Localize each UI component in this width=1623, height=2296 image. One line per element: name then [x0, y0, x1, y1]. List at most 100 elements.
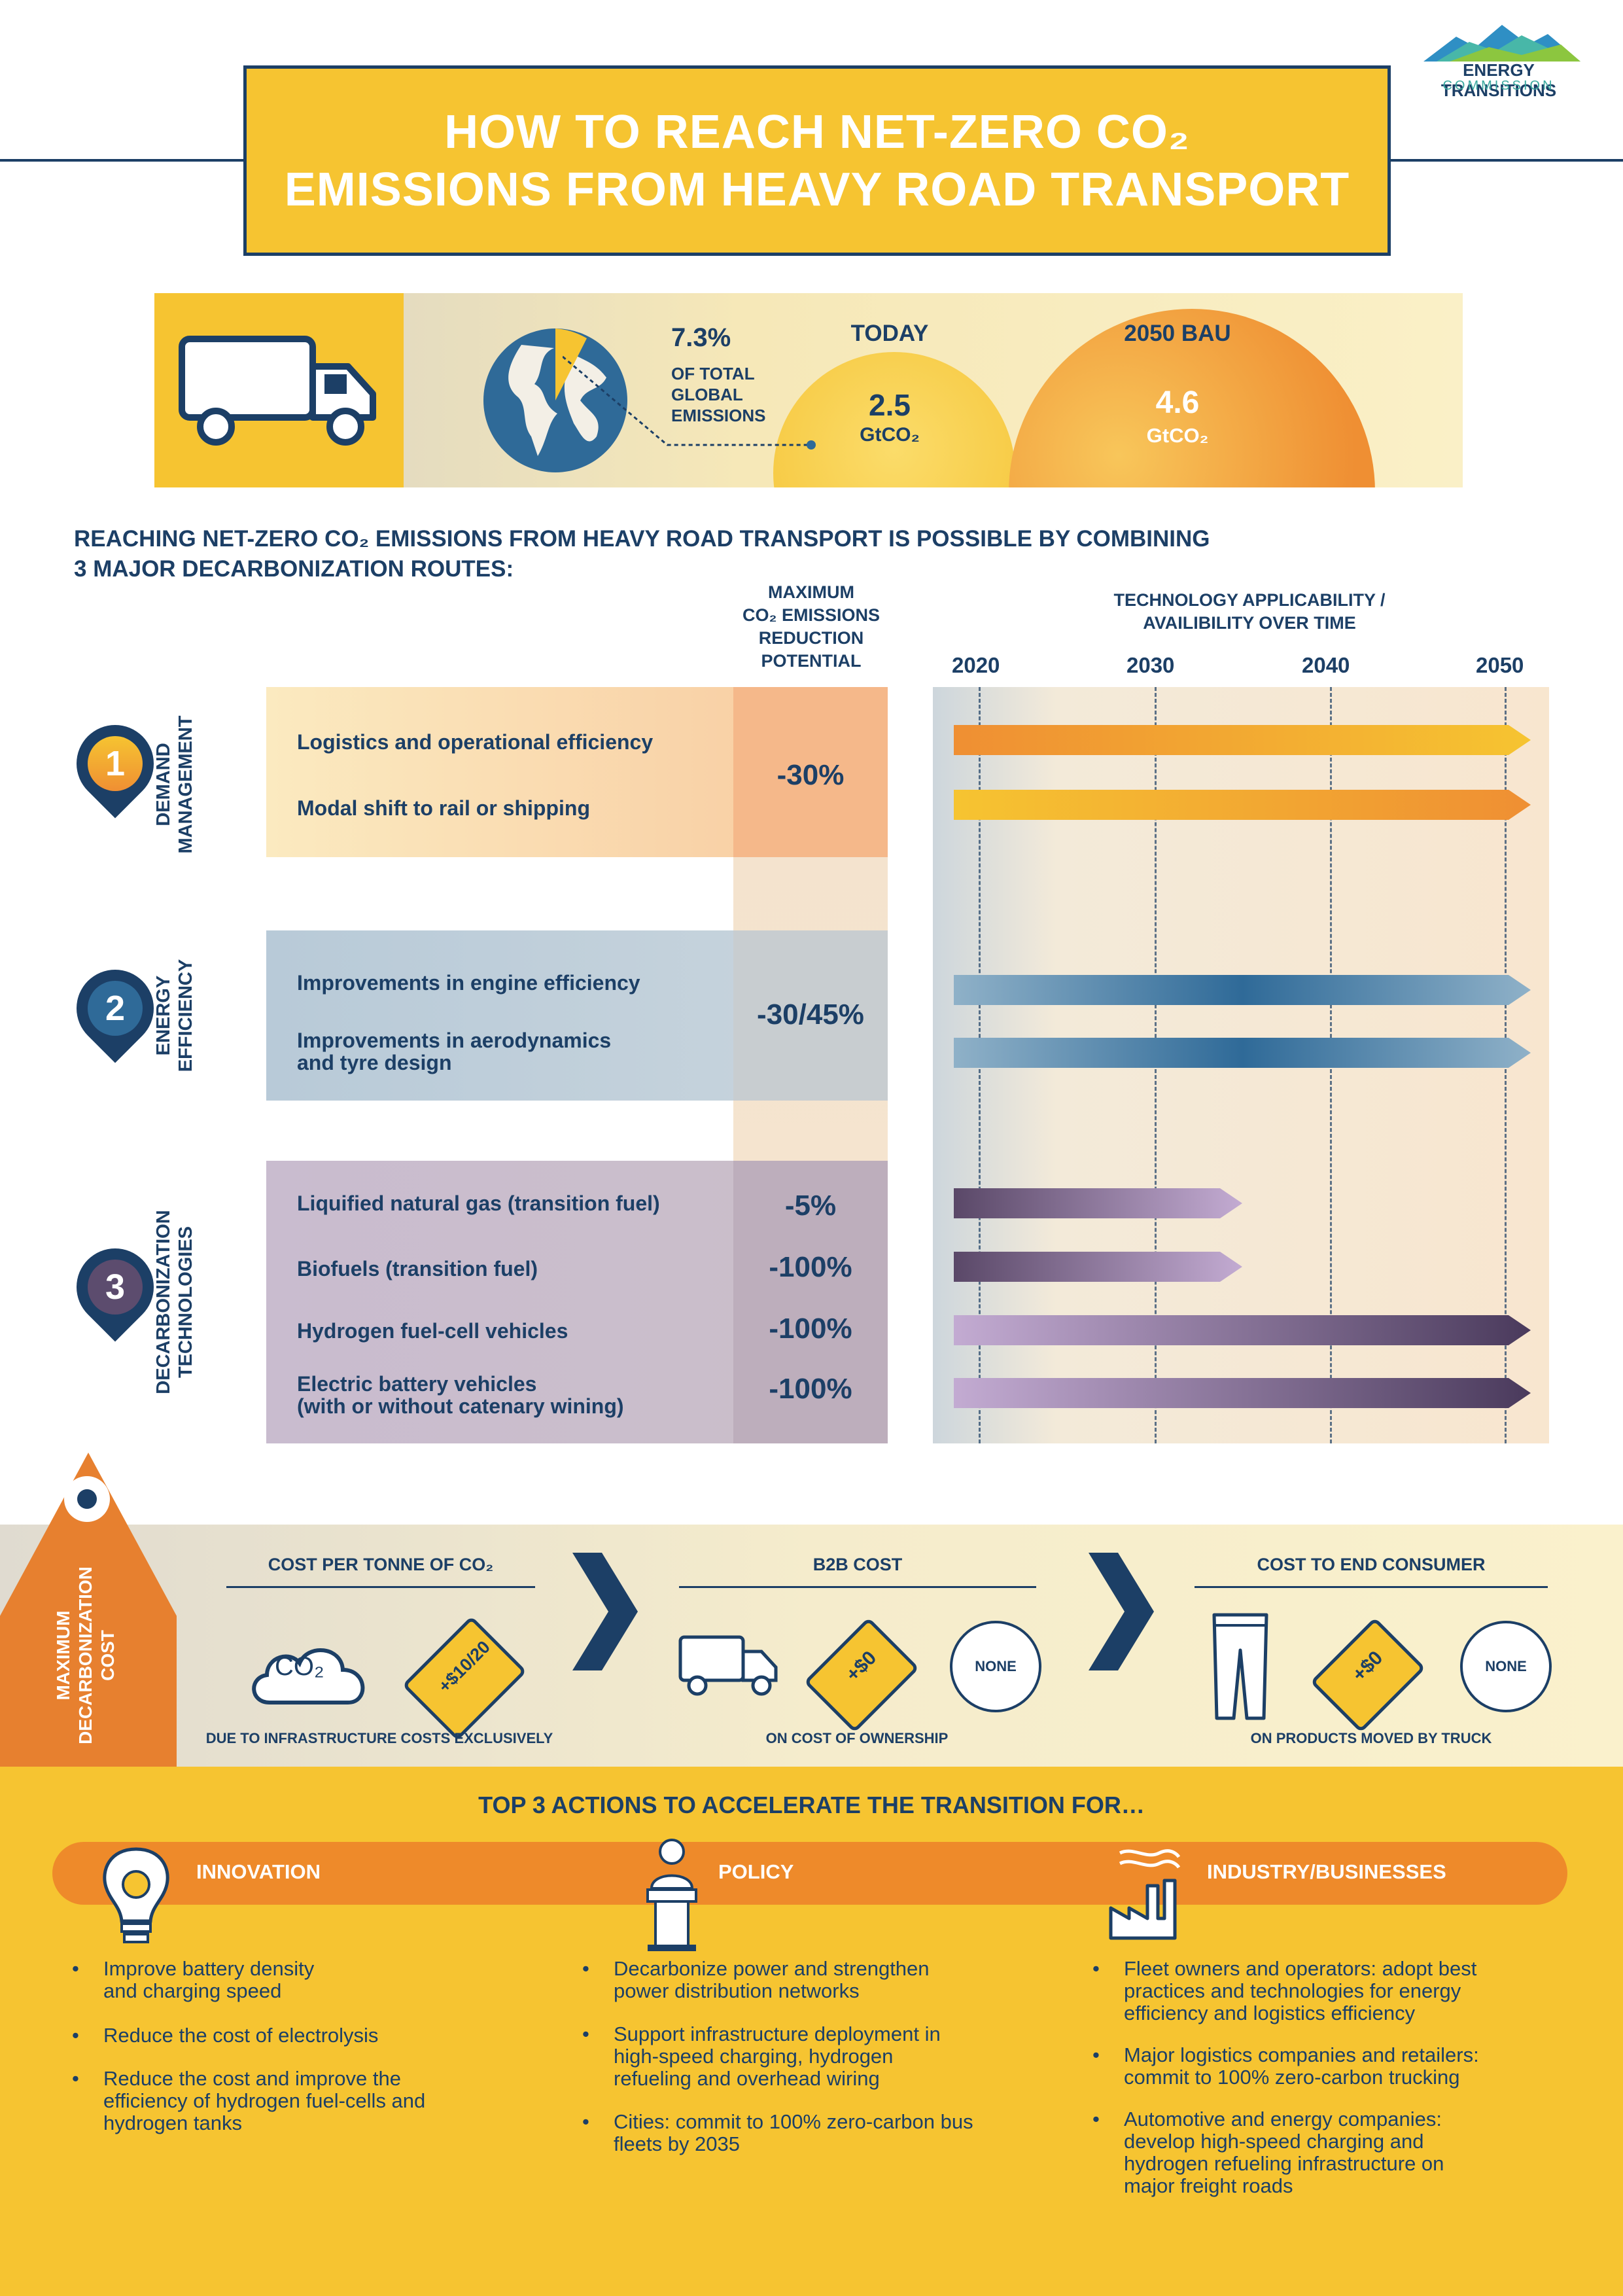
route-3-name-line-2: TECHNOLOGIES [175, 1226, 196, 1379]
route-1-name-line-2: MANAGEMENT [175, 715, 196, 854]
co2-cloud-icon [252, 1648, 365, 1704]
jeans-icon [1212, 1613, 1268, 1720]
route-3-item-1-label: Liquified natural gas (transition fuel) [297, 1192, 660, 1215]
route-3-item-4-bar [954, 1378, 1531, 1408]
truck-icon [179, 336, 376, 446]
today-unit: GtCO₂ [860, 424, 920, 446]
consumer-footnote: ON PRODUCTS MOVED BY TRUCK [1250, 1730, 1492, 1746]
innovation-bullet-2-line-1: Reduce the cost of electrolysis [103, 2024, 379, 2047]
year-2040: 2040 [1302, 653, 1350, 677]
industry-label: INDUSTRY/BUSINESSES [1207, 1860, 1446, 1883]
route-3-item-3-bar [954, 1315, 1531, 1345]
route-3-item-2-label: Biofuels (transition fuel) [297, 1257, 538, 1280]
route-2-item-2-line-1: Improvements in aerodynamics [297, 1029, 612, 1052]
route-1-potential: -30% [777, 759, 845, 791]
policy-bullet-1-line-1: Decarbonize power and strengthen [614, 1957, 930, 1980]
industry-bullet-2-line-1: Major logistics companies and retailers: [1124, 2043, 1479, 2066]
headline-line-1: REACHING NET-ZERO CO₂ EMISSIONS FROM HEA… [74, 526, 1210, 552]
route-2-name: ENERGY EFFICIENCY [152, 957, 201, 1074]
route-3-item-4-label: Electric battery vehicles (with or witho… [297, 1373, 624, 1417]
route-3-number: 3 [88, 1260, 143, 1315]
b2b-footnote: ON COST OF OWNERSHIP [765, 1730, 949, 1746]
truck-icon [678, 1635, 778, 1696]
today-label: TODAY [850, 321, 929, 346]
title-rule-right [1391, 159, 1623, 162]
policy-bullet-1: Decarbonize power and strengthen power d… [582, 1957, 930, 2002]
co2-cloud-label: CO₂ [275, 1652, 324, 1681]
route-3-item-1-bar [954, 1188, 1242, 1218]
potential-header-4: POTENTIAL [761, 651, 862, 671]
route-3-name: DECARBONIZATION TECHNOLOGIES [152, 1204, 201, 1400]
potential-header-1: MAXIMUM [768, 582, 854, 602]
factory-icon [1109, 1849, 1181, 1940]
policy-bullet-3: Cities: commit to 100% zero-carbon bus f… [582, 2111, 973, 2155]
bau-value: 4.6 [1155, 385, 1200, 420]
logo-name: ENERGY TRANSITIONS [1440, 60, 1557, 100]
b2b-none-badge: NONE [950, 1621, 1041, 1712]
logo-subtitle: COMMISSION [1442, 79, 1555, 93]
consumer-title: COST TO END CONSUMER [1257, 1555, 1486, 1574]
bau-label: 2050 BAU [1124, 321, 1231, 346]
innovation-bullet-1: Improve battery density and charging spe… [72, 1957, 315, 2002]
route-2-name-line-1: ENERGY [153, 975, 174, 1056]
share-percent: 7.3% [671, 323, 731, 352]
availability-header-2: AVAILIBILITY OVER TIME [1143, 613, 1356, 633]
route-1-item-2-bar [954, 790, 1531, 820]
policy-bullet-2-line-3: refueling and overhead wiring [614, 2067, 880, 2090]
lightbulb-gear-icon [103, 1847, 169, 1943]
policy-bullet-1-line-2: power distribution networks [614, 1979, 860, 2002]
innovation-bullet-3-line-2: efficiency of hydrogen fuel-cells and [103, 2089, 426, 2112]
potential-column-header: MAXIMUM CO₂ EMISSIONS REDUCTION POTENTIA… [720, 581, 903, 673]
industry-bullet-2: Major logistics companies and retailers:… [1092, 2043, 1479, 2089]
podium-speaker-icon [646, 1839, 697, 1951]
route-2-item-2-label: Improvements in aerodynamics and tyre de… [297, 1029, 611, 1074]
industry-bullet-2-line-2: commit to 100% zero-carbon trucking [1124, 2066, 1460, 2089]
actions-header-pill [52, 1842, 1567, 1905]
industry-bullet-3-line-2: develop high-speed charging and [1124, 2130, 1424, 2153]
route-1-potential-cell [733, 687, 888, 857]
year-2050: 2050 [1476, 653, 1524, 677]
innovation-bullet-2: Reduce the cost of electrolysis [72, 2024, 379, 2047]
route-1-item-1-label: Logistics and operational efficiency [297, 730, 654, 754]
potential-header-2: CO₂ EMISSIONS [742, 605, 881, 625]
cost-side-label: MAXIMUM DECARBONIZATION COST [52, 1551, 124, 1760]
cost-side-label-1: MAXIMUM [53, 1610, 73, 1701]
policy-bullet-2-line-1: Support infrastructure deployment in [614, 2022, 941, 2045]
etc-logo-mountains-icon [1423, 25, 1580, 62]
title-line-1: HOW TO REACH NET-ZERO CO₂ [444, 105, 1190, 158]
availability-header-1: TECHNOLOGY APPLICABILITY / [1113, 590, 1386, 610]
industry-bullet-3: Automotive and energy companies: develop… [1092, 2108, 1444, 2197]
share-label-3: EMISSIONS [671, 406, 766, 425]
route-2-name-line-2: EFFICIENCY [175, 959, 196, 1072]
route-2-potential-cell [733, 930, 888, 1101]
routes-headline: REACHING NET-ZERO CO₂ EMISSIONS FROM HEA… [74, 524, 1210, 584]
actions-title: TOP 3 ACTIONS TO ACCELERATE THE TRANSITI… [478, 1792, 1145, 1818]
share-label-2: GLOBAL [671, 385, 743, 404]
route-2-item-2-bar [954, 1038, 1531, 1068]
route-2-item-2-line-2: and tyre design [297, 1051, 452, 1074]
innovation-bullet-3-line-1: Reduce the cost and improve the [103, 2067, 401, 2090]
year-2030: 2030 [1126, 653, 1175, 677]
industry-bullet-1-line-3: efficiency and logistics efficiency [1124, 2002, 1416, 2024]
route-3-potential-cell [733, 1161, 888, 1443]
route-2-item-1-bar [954, 975, 1531, 1005]
bau-unit: GtCO₂ [1146, 424, 1209, 447]
policy-label: POLICY [718, 1860, 794, 1883]
headline-line-2: 3 MAJOR DECARBONIZATION ROUTES: [74, 556, 514, 582]
b2b-title: B2B COST [812, 1555, 903, 1574]
route-3-item-4-line-1: Electric battery vehicles [297, 1372, 537, 1396]
innovation-bullet-1-line-1: Improve battery density [103, 1957, 315, 1980]
industry-bullet-1-line-1: Fleet owners and operators: adopt best [1124, 1957, 1477, 1980]
cost-per-tonne-title: COST PER TONNE OF CO₂ [268, 1555, 494, 1574]
route-1-name: DEMAND MANAGEMENT [152, 706, 201, 863]
route-3-item-4-potential: -100% [769, 1373, 852, 1405]
policy-bullet-2-line-2: high-speed charging, hydrogen [614, 2045, 894, 2068]
innovation-bullet-3-line-3: hydrogen tanks [103, 2111, 242, 2134]
route-3-item-3-potential: -100% [769, 1313, 852, 1345]
today-value: 2.5 [869, 388, 911, 422]
route-3-item-3-label: Hydrogen fuel-cell vehicles [297, 1319, 568, 1343]
route-2-item-1-label: Improvements in engine efficiency [297, 971, 640, 995]
share-label-1: OF TOTAL [671, 364, 755, 383]
innovation-bullet-3: Reduce the cost and improve the efficien… [72, 2067, 426, 2134]
industry-bullet-1-line-2: practices and technologies for energy [1124, 1979, 1461, 2002]
